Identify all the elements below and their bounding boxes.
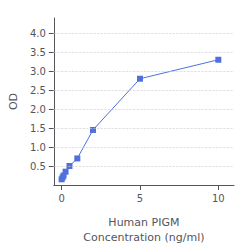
svg-text:2.5: 2.5 [30, 85, 46, 96]
svg-text:4.0: 4.0 [30, 28, 46, 39]
svg-text:Human PIGM: Human PIGM [108, 216, 179, 229]
svg-text:10: 10 [212, 193, 225, 204]
svg-text:0.5: 0.5 [30, 161, 46, 172]
svg-text:1.0: 1.0 [30, 142, 46, 153]
svg-text:3.0: 3.0 [30, 66, 46, 77]
svg-text:OD: OD [7, 93, 20, 110]
svg-text:0: 0 [58, 193, 64, 204]
svg-text:2.0: 2.0 [30, 104, 46, 115]
svg-text:Concentration (ng/ml): Concentration (ng/ml) [83, 231, 204, 244]
svg-text:3.5: 3.5 [30, 47, 46, 58]
svg-text:5: 5 [137, 193, 143, 204]
svg-text:1.5: 1.5 [30, 123, 46, 134]
